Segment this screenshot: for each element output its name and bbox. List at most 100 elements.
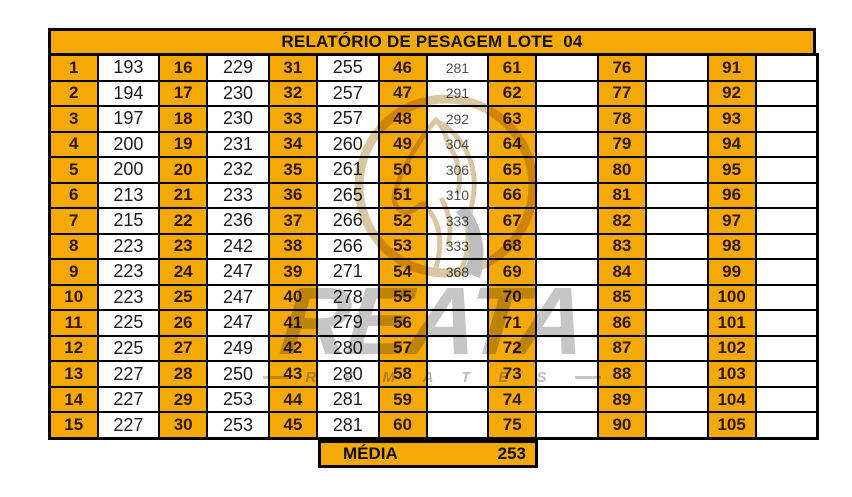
lot-number-cell: 70 [487,283,538,312]
lot-number-cell: 17 [158,79,209,108]
weight-cell [535,79,599,108]
table-row: 11 225 26 247 41 279 56 71 86 101 [48,309,819,337]
lot-number-cell: 90 [596,411,647,440]
lot-number-cell: 89 [596,385,647,414]
lot-number-cell: 7 [48,207,99,235]
weight-cell: 232 [206,156,270,184]
table-row: 8 223 23 242 38 266 53 333 68 83 98 [48,232,819,261]
weight-cell [535,385,599,414]
lot-number-cell: 24 [158,258,209,286]
table-row: 15 227 30 253 45 281 60 75 90 105 [48,411,819,440]
lot-number-cell: 76 [596,53,647,82]
lot-number-cell: 55 [377,283,428,312]
weight-cell [535,258,599,286]
weight-cell [754,258,819,286]
weight-cell: 278 [315,283,380,312]
media-row: MÉDIA 253 [318,440,538,468]
lot-number-cell: 45 [267,411,318,440]
lot-number-cell: 34 [267,130,318,159]
weighing-report: RELATÓRIO DE PESAGEM LOTE 04 1 193 16 229 31… [48,28,819,468]
weight-cell: 231 [206,130,270,159]
weight-cell: 249 [206,334,270,363]
lot-number-cell: 82 [596,207,647,235]
weight-cell: 227 [96,360,161,388]
lot-number-cell: 3 [48,105,99,133]
weight-cell [535,309,599,337]
lot-number-cell: 98 [706,232,757,261]
weight-cell: 230 [206,79,270,108]
lot-number-cell: 65 [487,156,538,184]
weight-cell: 260 [315,130,380,159]
weight-cell: 242 [206,232,270,261]
weight-cell: 333 [425,207,490,235]
lot-number-cell: 62 [487,79,538,108]
lot-number-cell: 5 [48,156,99,184]
weight-cell: 233 [206,181,270,210]
lot-number-cell: 68 [487,232,538,261]
weight-cell [754,309,819,337]
weight-cell [535,232,599,261]
lot-number-cell: 13 [48,360,99,388]
lot-number-cell: 91 [706,53,757,82]
weight-cell: 193 [96,53,161,82]
lot-number-cell: 74 [487,385,538,414]
weight-cell: 213 [96,181,161,210]
lot-number-cell: 103 [706,360,757,388]
lot-number-cell: 88 [596,360,647,388]
weight-cell [644,411,709,440]
weight-cell [535,181,599,210]
weight-cell: 280 [315,334,380,363]
lot-number-cell: 104 [706,385,757,414]
lot-number-cell: 26 [158,309,209,337]
weight-cell: 266 [315,207,380,235]
lot-number-cell: 35 [267,156,318,184]
weight-cell: 200 [96,130,161,159]
weight-cell [644,360,709,388]
lot-number-cell: 47 [377,79,428,108]
lot-number-cell: 48 [377,105,428,133]
lot-number-cell: 37 [267,207,318,235]
lot-number-cell: 8 [48,232,99,261]
lot-number-cell: 9 [48,258,99,286]
lot-number-cell: 77 [596,79,647,108]
lot-number-cell: 102 [706,334,757,363]
lot-number-cell: 99 [706,258,757,286]
weight-cell [644,156,709,184]
lot-number-cell: 18 [158,105,209,133]
lot-number-cell: 56 [377,309,428,337]
table-row: 4 200 19 231 34 260 49 304 64 79 94 [48,130,819,159]
weight-cell: 247 [206,309,270,337]
lot-number-cell: 87 [596,334,647,363]
weight-cell: 280 [315,360,380,388]
weight-cell: 225 [96,309,161,337]
lot-number-cell: 57 [377,334,428,363]
weight-cell [535,130,599,159]
weighing-table: 1 193 16 229 31 255 46 281 61 76 91 2 194 17 230 32 257 4… [48,53,819,440]
weight-cell [754,53,819,82]
weight-cell [754,130,819,159]
weight-cell [754,181,819,210]
lot-number-cell: 52 [377,207,428,235]
report-title: RELATÓRIO DE PESAGEM LOTE 04 [48,28,816,53]
weight-cell: 197 [96,105,161,133]
weight-cell [644,207,709,235]
lot-number-cell: 29 [158,385,209,414]
weight-cell [425,283,490,312]
lot-number-cell: 22 [158,207,209,235]
weight-cell: 266 [315,232,380,261]
weight-cell: 281 [425,53,490,82]
lot-number-cell: 95 [706,156,757,184]
lot-number-cell: 28 [158,360,209,388]
weight-cell [644,258,709,286]
lot-number-cell: 50 [377,156,428,184]
lot-number-cell: 14 [48,385,99,414]
lot-number-cell: 63 [487,105,538,133]
weight-cell: 368 [425,258,490,286]
weight-cell: 333 [425,232,490,261]
weight-cell [754,156,819,184]
weight-cell [754,385,819,414]
weight-cell [644,232,709,261]
lot-number-cell: 94 [706,130,757,159]
lot-number-cell: 54 [377,258,428,286]
lot-number-cell: 53 [377,232,428,261]
